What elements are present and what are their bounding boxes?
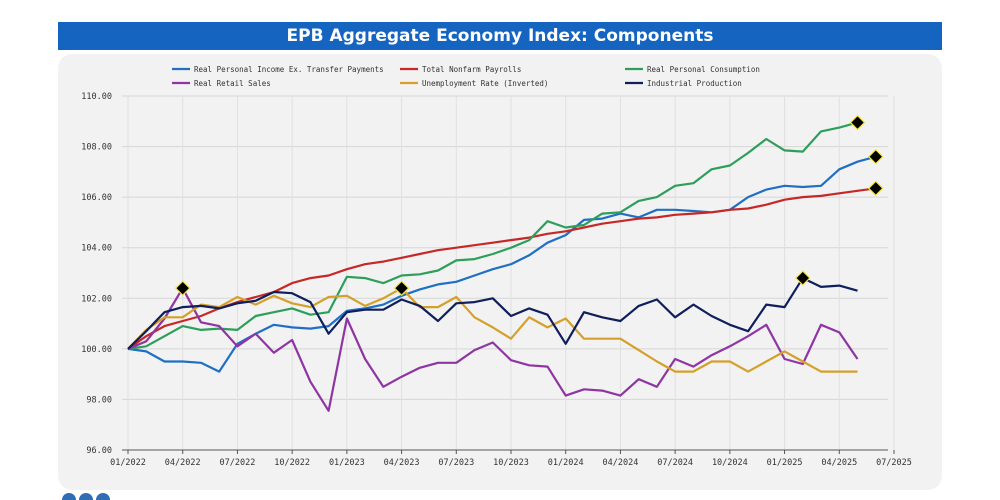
annotation-diamond-marker bbox=[794, 270, 811, 286]
x-tick-label: 01/2025 bbox=[767, 458, 803, 468]
footer-logo bbox=[62, 493, 110, 500]
series-line-1 bbox=[127, 187, 876, 350]
legend-label: Real Retail Sales bbox=[194, 79, 271, 88]
x-tick-label: 01/2023 bbox=[329, 458, 365, 468]
y-tick-label: 100.00 bbox=[81, 345, 112, 355]
y-tick-label: 110.00 bbox=[81, 92, 112, 102]
y-tick-label: 102.00 bbox=[81, 294, 112, 304]
x-tick-label: 04/2022 bbox=[165, 458, 201, 468]
x-tick-label: 04/2024 bbox=[603, 458, 639, 468]
chart-title: EPB Aggregate Economy Index: Components bbox=[58, 22, 942, 50]
x-tick-label: 01/2024 bbox=[548, 458, 584, 468]
annotation-diamond-marker bbox=[393, 280, 410, 297]
y-tick-label: 108.00 bbox=[81, 143, 112, 153]
legend-label: Total Nonfarm Payrolls bbox=[422, 65, 521, 74]
annotation-diamond-marker bbox=[849, 114, 866, 131]
x-tick-label: 10/2022 bbox=[274, 458, 310, 468]
annotation-diamond-marker bbox=[174, 280, 191, 297]
annotation-diamond-marker bbox=[867, 148, 884, 165]
x-tick-label: 04/2025 bbox=[821, 458, 857, 468]
y-tick-label: 104.00 bbox=[81, 244, 112, 254]
legend-label: Industrial Production bbox=[647, 79, 742, 88]
x-tick-label: 10/2023 bbox=[493, 458, 529, 468]
series-line-0 bbox=[127, 155, 877, 373]
series-line-5 bbox=[127, 277, 858, 350]
x-tick-label: 01/2022 bbox=[110, 458, 146, 468]
x-tick-label: 07/2023 bbox=[438, 458, 474, 468]
series-line-3 bbox=[127, 287, 859, 412]
y-tick-label: 96.00 bbox=[86, 446, 112, 456]
x-tick-label: 07/2025 bbox=[876, 458, 912, 468]
legend-label: Unemployment Rate (Inverted) bbox=[422, 79, 548, 88]
legend-label: Real Personal Income Ex. Transfer Paymen… bbox=[194, 65, 384, 74]
x-tick-label: 04/2023 bbox=[384, 458, 420, 468]
x-tick-label: 07/2024 bbox=[657, 458, 693, 468]
y-tick-label: 106.00 bbox=[81, 193, 112, 203]
x-tick-label: 10/2024 bbox=[712, 458, 748, 468]
y-tick-label: 98.00 bbox=[86, 395, 112, 405]
legend-label: Real Personal Consumption bbox=[647, 65, 760, 74]
annotation-diamond-marker bbox=[867, 180, 884, 197]
chart-panel bbox=[58, 54, 942, 490]
x-tick-label: 07/2022 bbox=[220, 458, 256, 468]
series-line-2 bbox=[127, 121, 858, 350]
